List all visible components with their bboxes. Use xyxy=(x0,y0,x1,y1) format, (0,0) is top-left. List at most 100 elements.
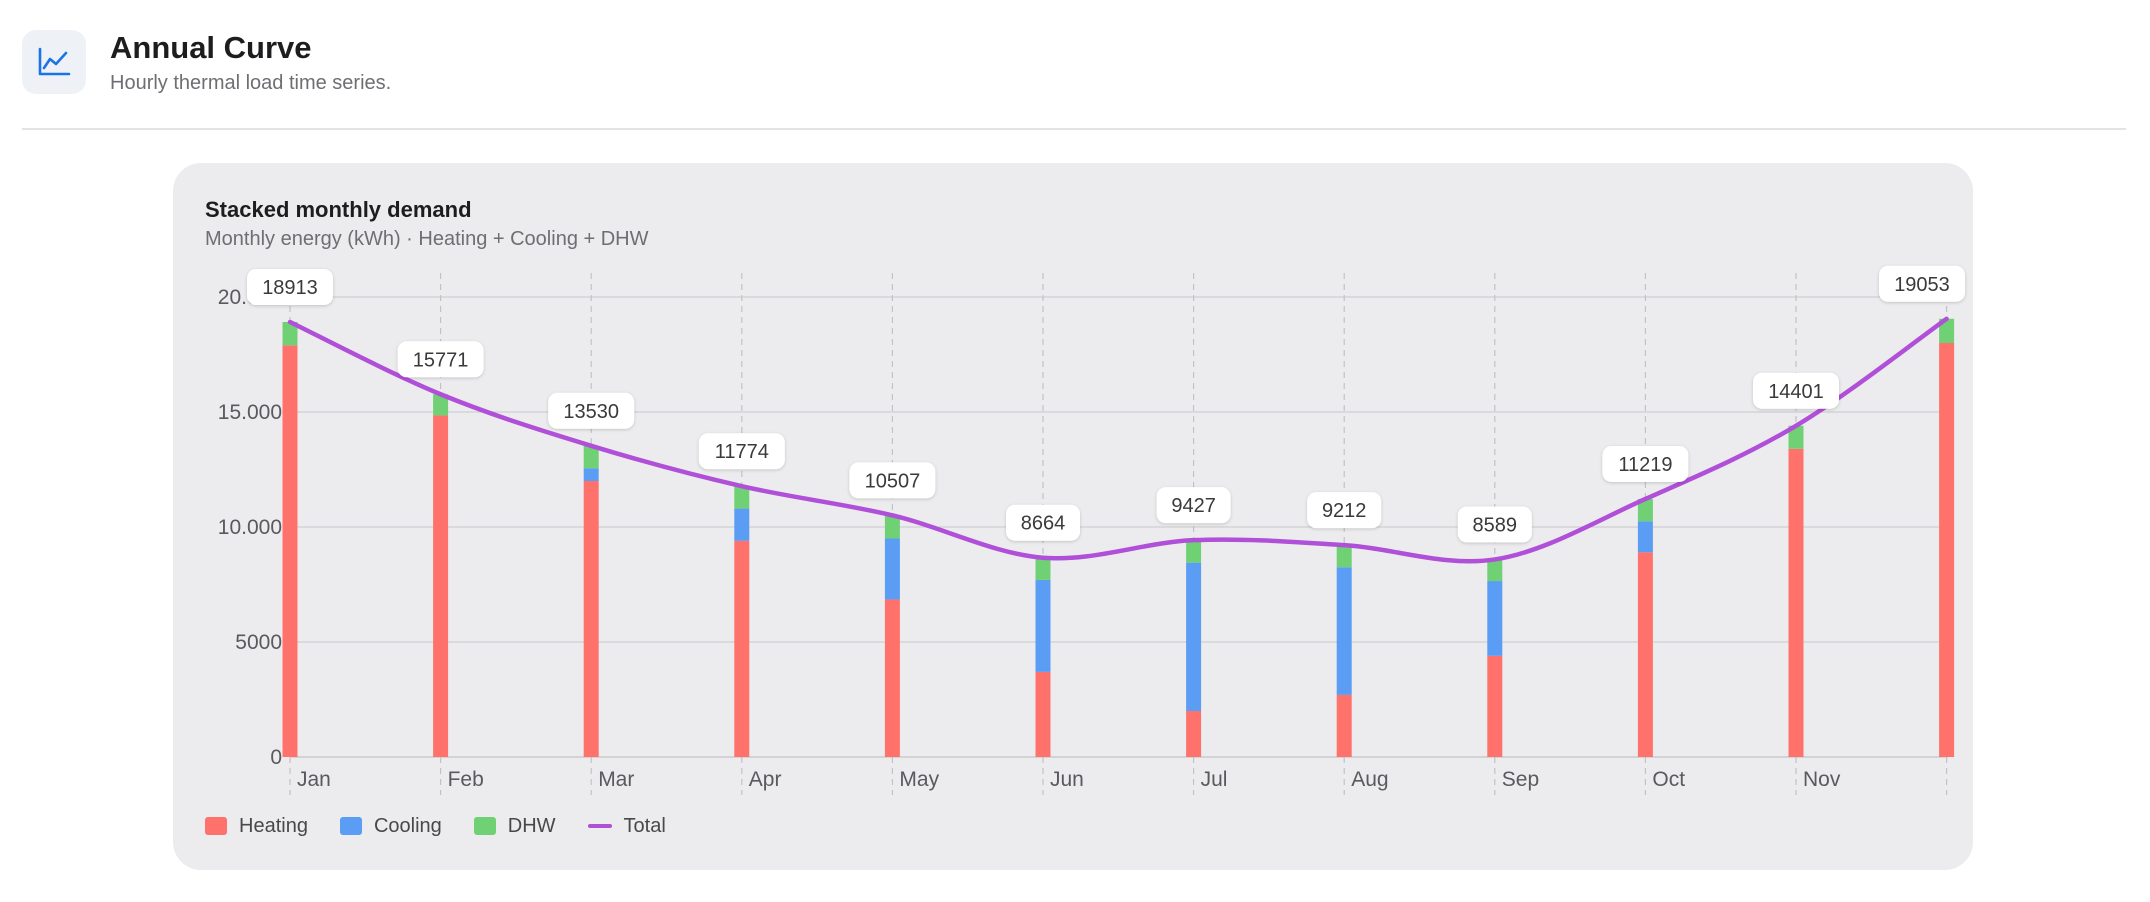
y-tick-label: 5000 xyxy=(235,631,282,654)
x-tick-label: Jun xyxy=(1050,768,1084,791)
x-tick-label: Feb xyxy=(448,768,484,791)
bar-dhw xyxy=(1186,540,1202,563)
data-label-text: 15771 xyxy=(413,349,469,371)
data-label: 15771 xyxy=(397,341,484,378)
data-label-box xyxy=(1307,492,1382,529)
bar-dhw xyxy=(884,515,900,539)
x-tick-label: Apr xyxy=(749,768,782,791)
data-label-text: 19053 xyxy=(1894,274,1950,296)
page-header: Annual Curve Hourly thermal load time se… xyxy=(22,30,2122,130)
bar-dhw xyxy=(1788,425,1804,449)
legend-label-cooling: Cooling xyxy=(373,814,442,837)
page-subtitle: Hourly thermal load time series. xyxy=(110,72,392,94)
data-label-text: 18913 xyxy=(262,277,318,299)
bar-heating xyxy=(1186,711,1202,757)
bar-heating xyxy=(734,540,750,757)
legend-item-cooling[interactable]: Cooling xyxy=(339,814,442,838)
bar-cooling xyxy=(1637,521,1653,553)
data-label: 18913 xyxy=(247,269,333,306)
data-label: 8664 xyxy=(1006,504,1080,541)
data-label-text: 14401 xyxy=(1768,381,1824,403)
x-tick-label: May xyxy=(899,768,939,791)
legend-item-total[interactable]: Total xyxy=(587,814,666,838)
data-label-text: 11774 xyxy=(715,441,769,463)
bar-heating xyxy=(583,481,599,757)
total-line xyxy=(287,316,1949,564)
x-tick-label: Sep xyxy=(1502,768,1539,791)
data-label: 11219 xyxy=(1602,445,1689,482)
data-label: 9212 xyxy=(1307,492,1382,529)
legend-label-total: Total xyxy=(623,814,666,837)
legend-label-dhw: DHW xyxy=(507,814,556,837)
bar-dhw xyxy=(282,322,298,346)
x-tick-label: Jul xyxy=(1201,768,1228,791)
data-label-text: 8589 xyxy=(1473,514,1518,536)
bar-dhw xyxy=(583,445,599,469)
chart-title: Stacked monthly demand xyxy=(205,197,472,222)
bar-heating xyxy=(1035,671,1051,757)
bar-dhw xyxy=(1487,559,1503,582)
data-label-box xyxy=(1156,487,1231,524)
bar-dhw xyxy=(1637,498,1653,522)
data-label-box xyxy=(548,392,635,429)
data-label-box xyxy=(1753,372,1839,409)
x-tick-label: Jan xyxy=(297,768,331,791)
stacked-bar-chart: 0500010.00015.00020.000JanFebMarAprMayJu… xyxy=(218,265,1965,795)
chart-legend: Heating Cooling DHW Total xyxy=(205,813,666,839)
legend-item-heating[interactable]: Heating xyxy=(205,815,308,838)
bar-cooling xyxy=(884,538,900,600)
data-label-box xyxy=(1006,504,1080,541)
data-label: 14401 xyxy=(1753,372,1839,409)
data-label-box xyxy=(1879,265,1965,302)
data-label-box xyxy=(1457,506,1532,543)
bar-cooling xyxy=(1336,567,1352,695)
legend-label-heating: Heating xyxy=(239,814,308,837)
data-label: 10507 xyxy=(849,462,936,499)
legend-swatch-heating xyxy=(205,817,227,835)
data-label-box xyxy=(247,269,333,306)
legend-swatch-dhw xyxy=(473,817,496,835)
data-label-text: 10507 xyxy=(865,470,921,492)
x-tick-label: Oct xyxy=(1652,768,1685,791)
y-tick-label: 15.000 xyxy=(218,401,282,424)
bar-heating xyxy=(1788,448,1804,757)
page-title: Annual Curve xyxy=(110,30,312,65)
data-label-text: 9427 xyxy=(1171,495,1216,517)
data-label-text: 9212 xyxy=(1322,500,1367,522)
bar-dhw xyxy=(1939,318,1955,343)
bar-heating xyxy=(1336,694,1352,757)
data-label: 8589 xyxy=(1457,506,1532,543)
line-chart-icon xyxy=(22,30,86,94)
bar-heating xyxy=(282,345,298,757)
data-label: 13530 xyxy=(548,392,635,429)
data-label-box xyxy=(397,341,484,378)
bar-heating xyxy=(1637,552,1653,757)
data-label: 9427 xyxy=(1156,487,1231,524)
bar-cooling xyxy=(1186,562,1202,711)
data-label: 11774 xyxy=(698,433,785,470)
bar-heating xyxy=(1939,343,1955,757)
legend-swatch-total xyxy=(587,824,612,828)
bar-dhw xyxy=(433,394,449,416)
x-tick-label: Aug xyxy=(1351,768,1388,791)
bar-heating xyxy=(1487,655,1503,757)
bar-cooling xyxy=(734,508,750,541)
y-tick-label: 10.000 xyxy=(218,516,282,539)
bar-cooling xyxy=(583,468,599,481)
chart-card: Stacked monthly demand Monthly energy (k… xyxy=(173,163,1973,870)
legend-swatch-cooling xyxy=(339,817,362,835)
data-label-box xyxy=(849,462,936,499)
data-label-box xyxy=(1602,445,1689,482)
data-label-text: 8664 xyxy=(1021,513,1066,535)
y-tick-label: 0 xyxy=(270,746,282,769)
legend-item-dhw[interactable]: DHW xyxy=(473,814,556,838)
x-tick-label: Mar xyxy=(598,768,634,791)
bar-dhw xyxy=(1336,545,1352,568)
bar-cooling xyxy=(1035,579,1051,672)
x-tick-label: Nov xyxy=(1803,768,1841,791)
data-label-box xyxy=(698,433,785,470)
data-label-text: 13530 xyxy=(563,401,619,423)
bar-heating xyxy=(433,415,449,757)
bar-cooling xyxy=(1487,581,1503,656)
header-divider xyxy=(22,128,2126,130)
